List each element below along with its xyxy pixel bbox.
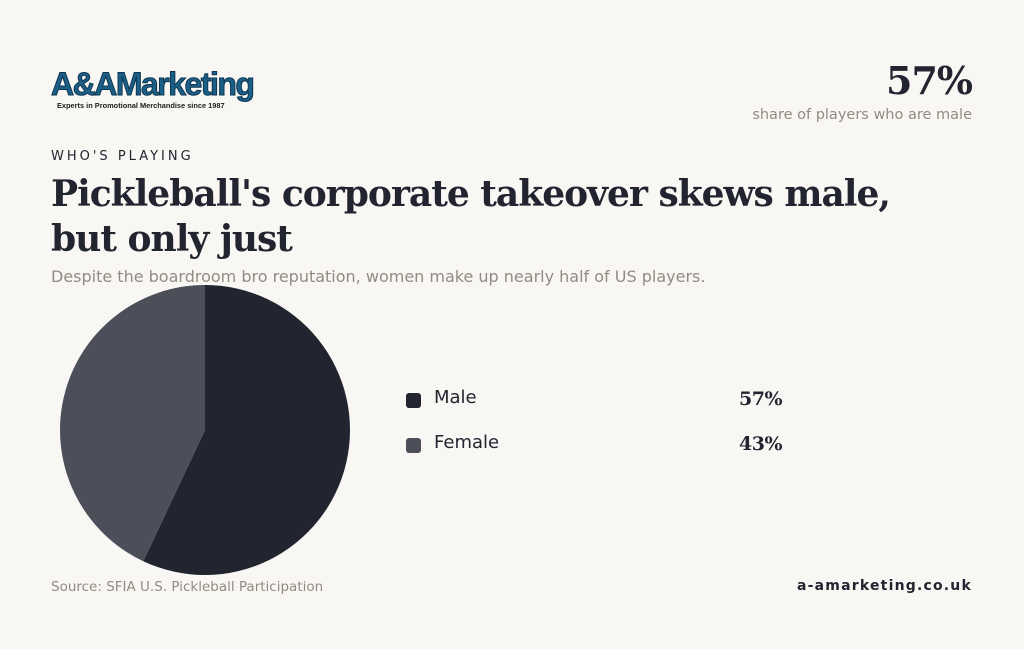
- legend-label: Female: [434, 432, 500, 453]
- data-label: 57%: [739, 388, 783, 410]
- chart-title: Pickleball's corporate takeover skews ma…: [51, 173, 891, 260]
- website-link[interactable]: a-amarketing.co.uk: [797, 578, 972, 594]
- legend-label: Male: [434, 387, 477, 408]
- data-label: 43%: [739, 433, 783, 455]
- kpi-callout: 57% share of players who are male: [752, 58, 973, 123]
- pie-slice-male: [143, 285, 350, 575]
- chart-legend: Male 57% Female 43%: [406, 386, 796, 476]
- legend-item-male: Male 57%: [406, 386, 796, 431]
- legend-swatch: [406, 393, 421, 408]
- legend-item-female: Female 43%: [406, 431, 796, 476]
- kpi-caption: share of players who are male: [752, 106, 972, 123]
- logo-wordmark: A&AMarketing: [50, 66, 255, 103]
- logo-tagline: Experts in Promotional Merchandise since…: [57, 101, 225, 110]
- pie-chart: [59, 285, 350, 575]
- pie-slice-female: [59, 285, 206, 562]
- source-note: Source: SFIA U.S. Pickleball Participati…: [51, 579, 324, 595]
- legend-swatch: [406, 438, 421, 453]
- chart-subtitle: Despite the boardroom bro reputation, wo…: [51, 267, 706, 286]
- section-eyebrow: WHO'S PLAYING: [51, 149, 194, 164]
- brand-logo: A&AMarketing Experts in Promotional Merc…: [50, 66, 255, 112]
- kpi-value: 57%: [886, 58, 973, 103]
